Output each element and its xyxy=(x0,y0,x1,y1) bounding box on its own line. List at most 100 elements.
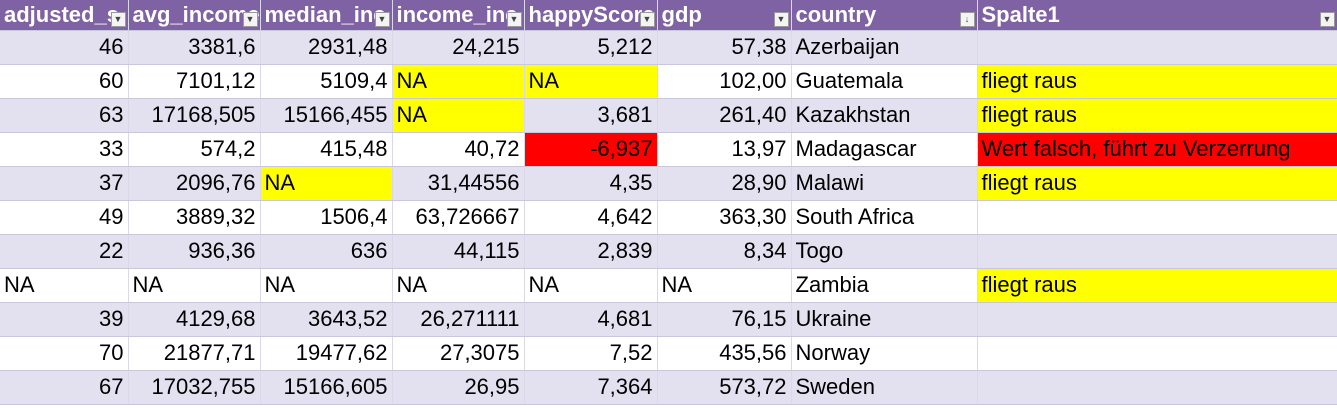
dropdown-filter-icon[interactable]: ▼ xyxy=(242,11,258,27)
table-cell[interactable]: 7,52 xyxy=(524,336,658,371)
table-cell[interactable]: 3381,6 xyxy=(128,30,261,65)
table-cell[interactable]: 636 xyxy=(260,234,393,269)
table-cell[interactable]: 46 xyxy=(0,30,129,65)
table-cell[interactable]: 21877,71 xyxy=(128,336,261,371)
table-cell[interactable]: 15166,605 xyxy=(260,370,393,405)
table-cell[interactable]: 415,48 xyxy=(260,132,393,167)
table-cell[interactable]: 936,36 xyxy=(128,234,261,269)
table-cell[interactable] xyxy=(977,370,1337,405)
table-cell[interactable]: 8,34 xyxy=(657,234,792,269)
table-cell[interactable]: 26,271111 xyxy=(392,302,525,337)
table-cell[interactable]: 7,364 xyxy=(524,370,658,405)
sort-filter-icon[interactable]: ↓ xyxy=(959,11,975,27)
table-cell[interactable]: Togo xyxy=(791,234,978,269)
table-cell[interactable] xyxy=(977,30,1337,65)
table-cell[interactable]: 44,115 xyxy=(392,234,525,269)
table-cell[interactable]: 67 xyxy=(0,370,129,405)
table-cell[interactable]: NA xyxy=(392,64,525,99)
table-cell[interactable]: 33 xyxy=(0,132,129,167)
table-cell[interactable]: 70 xyxy=(0,336,129,371)
table-cell[interactable]: 39 xyxy=(0,302,129,337)
table-cell[interactable]: 7101,12 xyxy=(128,64,261,99)
table-cell[interactable]: Malawi xyxy=(791,166,978,201)
table-cell[interactable]: -6,937 xyxy=(524,132,658,167)
table-cell[interactable]: 435,56 xyxy=(657,336,792,371)
table-cell[interactable]: Sweden xyxy=(791,370,978,405)
table-cell[interactable]: NA xyxy=(392,268,525,303)
table-cell[interactable] xyxy=(977,234,1337,269)
dropdown-filter-icon[interactable]: ▼ xyxy=(374,11,390,27)
table-cell[interactable]: Madagascar xyxy=(791,132,978,167)
table-cell[interactable]: NA xyxy=(128,268,261,303)
table-cell[interactable]: NA xyxy=(392,98,525,133)
table-cell[interactable]: 3,681 xyxy=(524,98,658,133)
table-cell[interactable]: Zambia xyxy=(791,268,978,303)
column-header-adjusted[interactable]: adjusted_s ▼ xyxy=(0,0,129,31)
table-cell[interactable]: 40,72 xyxy=(392,132,525,167)
table-cell[interactable]: 60 xyxy=(0,64,129,99)
table-cell[interactable]: NA xyxy=(524,268,658,303)
table-cell[interactable]: 24,215 xyxy=(392,30,525,65)
table-cell[interactable]: 13,97 xyxy=(657,132,792,167)
table-cell[interactable]: 31,44556 xyxy=(392,166,525,201)
table-cell[interactable]: 63,726667 xyxy=(392,200,525,235)
table-cell[interactable]: 5,212 xyxy=(524,30,658,65)
table-cell[interactable]: NA xyxy=(0,268,129,303)
table-cell[interactable]: 17032,755 xyxy=(128,370,261,405)
dropdown-filter-icon[interactable]: ▼ xyxy=(639,11,655,27)
table-cell[interactable]: Ukraine xyxy=(791,302,978,337)
table-cell[interactable]: Guatemala xyxy=(791,64,978,99)
table-cell[interactable]: 1506,4 xyxy=(260,200,393,235)
table-cell[interactable]: fliegt raus xyxy=(977,166,1337,201)
table-cell[interactable]: 4129,68 xyxy=(128,302,261,337)
table-cell[interactable]: 28,90 xyxy=(657,166,792,201)
table-cell[interactable]: 17168,505 xyxy=(128,98,261,133)
table-cell[interactable]: fliegt raus xyxy=(977,268,1337,303)
table-cell[interactable]: 573,72 xyxy=(657,370,792,405)
table-cell[interactable]: 63 xyxy=(0,98,129,133)
table-cell[interactable]: Kazakhstan xyxy=(791,98,978,133)
table-cell[interactable]: 5109,4 xyxy=(260,64,393,99)
table-cell[interactable]: NA xyxy=(260,268,393,303)
table-cell[interactable]: 76,15 xyxy=(657,302,792,337)
table-cell[interactable]: 2096,76 xyxy=(128,166,261,201)
dropdown-filter-icon[interactable]: ▼ xyxy=(506,11,522,27)
table-cell[interactable]: fliegt raus xyxy=(977,98,1337,133)
table-cell[interactable]: fliegt raus xyxy=(977,64,1337,99)
table-cell[interactable]: South Africa xyxy=(791,200,978,235)
column-header-happyscore[interactable]: happyScore ▼ xyxy=(524,0,658,31)
table-cell[interactable]: 363,30 xyxy=(657,200,792,235)
table-cell[interactable]: 3643,52 xyxy=(260,302,393,337)
table-cell[interactable]: 19477,62 xyxy=(260,336,393,371)
table-cell[interactable]: 102,00 xyxy=(657,64,792,99)
table-cell[interactable]: 2931,48 xyxy=(260,30,393,65)
column-header-income-inequality[interactable]: income_ine ▼ xyxy=(392,0,525,31)
table-cell[interactable]: 4,35 xyxy=(524,166,658,201)
table-cell[interactable] xyxy=(977,302,1337,337)
table-cell[interactable]: Azerbaijan xyxy=(791,30,978,65)
table-cell[interactable]: 27,3075 xyxy=(392,336,525,371)
dropdown-filter-icon[interactable]: ▼ xyxy=(110,11,126,27)
dropdown-filter-icon[interactable]: ▼ xyxy=(1319,11,1335,27)
table-cell[interactable]: 3889,32 xyxy=(128,200,261,235)
column-header-median-income[interactable]: median_inc ▼ xyxy=(260,0,393,31)
column-header-spalte1[interactable]: Spalte1 ▼ xyxy=(977,0,1337,31)
column-header-gdp[interactable]: gdp ▼ xyxy=(657,0,792,31)
table-cell[interactable] xyxy=(977,336,1337,371)
table-cell[interactable]: Wert falsch, führt zu Verzerrung xyxy=(977,132,1337,167)
table-cell[interactable]: 22 xyxy=(0,234,129,269)
table-cell[interactable]: 49 xyxy=(0,200,129,235)
table-cell[interactable]: NA xyxy=(657,268,792,303)
table-cell[interactable]: 2,839 xyxy=(524,234,658,269)
column-header-avg-income[interactable]: avg_income ▼ xyxy=(128,0,261,31)
table-cell[interactable]: 4,642 xyxy=(524,200,658,235)
table-cell[interactable]: 15166,455 xyxy=(260,98,393,133)
table-cell[interactable] xyxy=(977,200,1337,235)
table-cell[interactable]: 37 xyxy=(0,166,129,201)
column-header-country[interactable]: country ↓ xyxy=(791,0,978,31)
dropdown-filter-icon[interactable]: ▼ xyxy=(773,11,789,27)
table-cell[interactable]: NA xyxy=(260,166,393,201)
table-cell[interactable]: 26,95 xyxy=(392,370,525,405)
table-cell[interactable]: NA xyxy=(524,64,658,99)
table-cell[interactable]: 574,2 xyxy=(128,132,261,167)
